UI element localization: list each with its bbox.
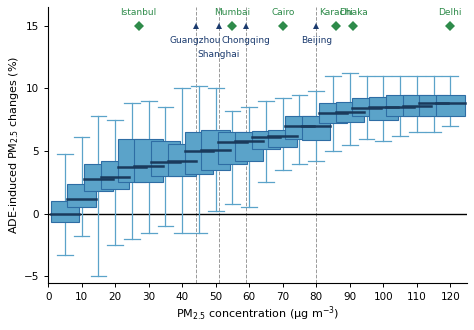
Bar bbox=[402, 95, 431, 116]
Text: Karachi: Karachi bbox=[319, 8, 353, 17]
Bar bbox=[419, 95, 448, 116]
Bar bbox=[369, 97, 398, 120]
Bar bbox=[319, 103, 347, 123]
Bar bbox=[285, 116, 314, 139]
Bar bbox=[101, 161, 129, 189]
Text: Shanghai: Shanghai bbox=[198, 50, 240, 58]
Y-axis label: ADE-induced PM$_{2.5}$ changes (%): ADE-induced PM$_{2.5}$ changes (%) bbox=[7, 56, 21, 234]
Text: Cairo: Cairo bbox=[271, 8, 294, 17]
Bar bbox=[336, 102, 364, 122]
Bar bbox=[135, 139, 163, 182]
Text: Delhi: Delhi bbox=[438, 8, 462, 17]
Bar bbox=[84, 164, 113, 191]
Bar bbox=[252, 131, 280, 149]
Text: Mumbai: Mumbai bbox=[214, 8, 251, 17]
Bar bbox=[118, 139, 146, 182]
Bar bbox=[168, 144, 196, 176]
Text: Chongqing: Chongqing bbox=[221, 36, 270, 45]
Bar bbox=[51, 201, 79, 222]
Text: Dhaka: Dhaka bbox=[339, 8, 367, 17]
X-axis label: PM$_{2.5}$ concentration (μg m$^{-3}$): PM$_{2.5}$ concentration (μg m$^{-3}$) bbox=[176, 305, 339, 323]
Bar bbox=[185, 132, 213, 174]
Bar bbox=[67, 184, 96, 208]
Bar bbox=[268, 130, 297, 147]
Text: Beijing: Beijing bbox=[301, 36, 332, 45]
Bar bbox=[151, 141, 180, 176]
Bar bbox=[201, 130, 230, 170]
Bar bbox=[436, 95, 465, 116]
Text: Istanbul: Istanbul bbox=[120, 8, 157, 17]
Bar bbox=[386, 95, 414, 116]
Bar bbox=[235, 132, 264, 161]
Bar bbox=[352, 98, 381, 116]
Bar bbox=[218, 132, 246, 164]
Bar bbox=[302, 116, 330, 140]
Text: Guangzhou: Guangzhou bbox=[170, 36, 221, 45]
